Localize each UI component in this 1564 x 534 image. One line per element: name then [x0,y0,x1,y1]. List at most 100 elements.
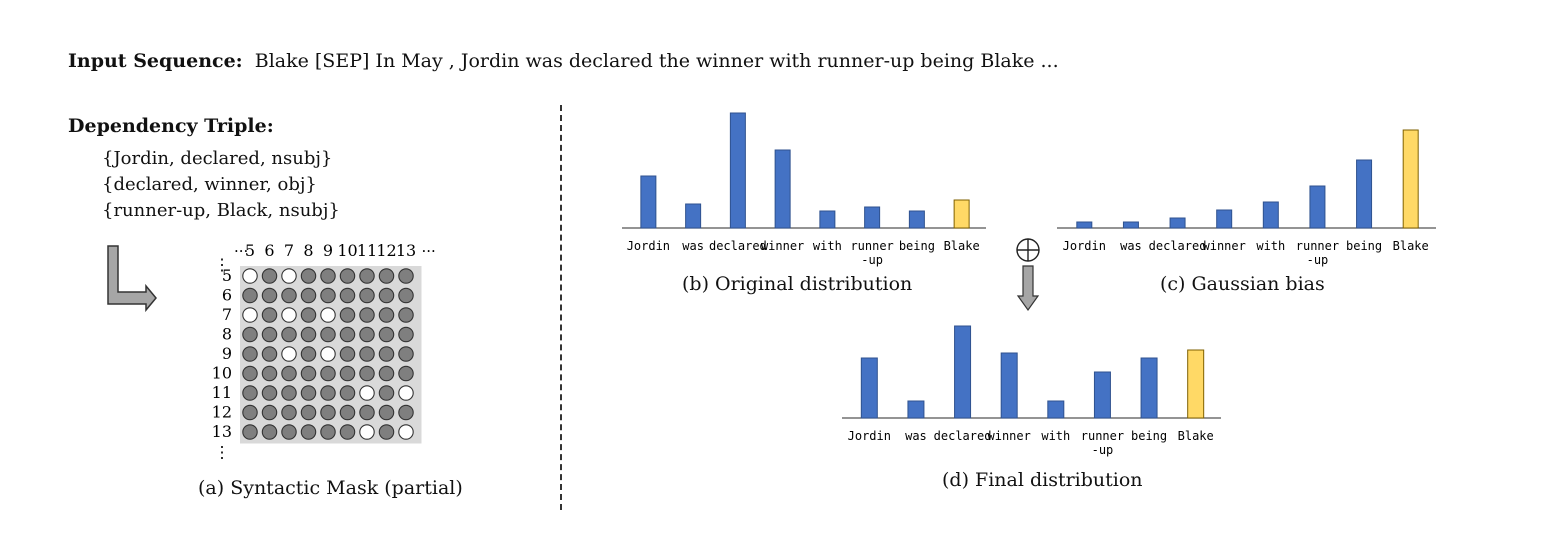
bar [1076,221,1093,229]
mask-cell-filled [300,307,317,323]
mask-col-ellipsis-right: ··· [422,242,436,260]
mask-cell-filled [378,307,395,323]
mask-cell-empty [242,268,258,284]
category-label: Blake [944,239,980,253]
category-label: was [682,239,704,253]
bar [864,206,881,229]
category-label: Blake [1393,239,1429,253]
divider [560,105,562,510]
mask-col-label: 10 [337,241,357,260]
mask-cell-filled [378,287,395,304]
bar [907,400,925,419]
mask-cell-filled [281,365,297,382]
bar [860,357,878,419]
mask-cell-filled [398,365,414,382]
mask-row-ellipsis-top: ⋮ [214,255,230,274]
mask-col-ellipsis-left: ··· [234,242,248,260]
bar [774,149,791,229]
mask-cell-filled [359,404,375,421]
mask-cell-filled [339,287,356,304]
mask-cell-filled [320,424,336,440]
chart-d-caption: (d) Final distribution [942,469,1143,491]
mask-col-label: 6 [264,241,274,260]
mask-cell-filled [261,346,278,362]
mask-cell-filled [378,404,395,421]
mask-cell-empty [281,268,297,284]
plus-arrow [1016,238,1040,312]
category-label: with [813,239,842,253]
bar [1262,201,1279,229]
category-label: with [1041,429,1070,443]
down-arrow-icon [1016,265,1040,312]
category-label: was [905,429,927,443]
bar [908,210,925,229]
mask-cell-filled [378,385,395,401]
mask-cell-filled [261,268,278,284]
mask-cell-filled [339,385,356,401]
mask-cell-filled [300,287,317,304]
category-label: Blake [1178,429,1214,443]
mask-cell-filled [339,424,356,440]
mask-cell-filled [398,404,414,421]
bar-highlight [953,199,970,229]
mask-cell-filled [320,365,336,382]
category-label: being [899,239,935,253]
mask-cell-filled [398,268,414,284]
category-label: with [1256,239,1285,253]
mask-cell-filled [242,424,258,440]
dependency-triple-1: {Jordin, declared, nsubj} [102,148,333,169]
input-sequence: Input Sequence: Blake [SEP] In May , Jor… [68,50,1059,72]
mask-cell-filled [281,326,297,343]
mask-cell-empty [320,307,336,323]
chart-c-caption: (c) Gaussian bias [1160,273,1325,295]
mask-cell-filled [261,326,278,343]
mask-cell-filled [378,326,395,343]
mask-col-label: 11 [357,241,377,260]
mask-cell-filled [281,404,297,421]
mask-cell-filled [359,307,375,323]
mask-cell-filled [300,424,317,440]
mask-cell-filled [359,346,375,362]
mask-cell-filled [261,385,278,401]
mask-cell-filled [339,346,356,362]
mask-cell-filled [242,404,258,421]
bar [954,325,972,419]
bar [1093,371,1111,419]
category-label: declared [934,429,992,443]
category-label: winner [761,239,804,253]
bar [1000,352,1018,419]
mask-cell-filled [378,268,395,284]
bar [1140,357,1158,419]
mask-col-label: 13 [396,241,416,260]
category-label: was [1120,239,1142,253]
mask-row-label: 13 [212,422,232,441]
mask-caption: (a) Syntactic Mask (partial) [198,477,463,499]
bar [1356,159,1373,229]
category-label: runner [850,239,893,253]
bar-highlight [1402,129,1419,229]
dependency-title: Dependency Triple: [68,115,274,137]
mask-cell-filled [242,326,258,343]
mask-col-label: 8 [303,241,313,260]
bar [1047,400,1065,419]
input-sequence-text: Blake [SEP] In May , Jordin was declared… [254,50,1059,72]
category-label: being [1346,239,1382,253]
bar [640,175,657,229]
mask-cell-empty [281,307,297,323]
mask-row-label: 12 [212,403,232,422]
mask-cell-filled [398,287,414,304]
mask-cell-filled [378,346,395,362]
l-arrow-icon [107,245,157,313]
mask-col-label: 5 [245,241,255,260]
mask-cell-filled [378,365,395,382]
bar [685,203,702,229]
mask-cell-filled [242,365,258,382]
mask-cell-filled [261,404,278,421]
mask-cell-filled [339,307,356,323]
mask-row-label: 5 [222,266,232,285]
category-label: declared [709,239,767,253]
mask-cell-filled [359,365,375,382]
mask-cell-filled [281,385,297,401]
category-label: declared [1149,239,1207,253]
